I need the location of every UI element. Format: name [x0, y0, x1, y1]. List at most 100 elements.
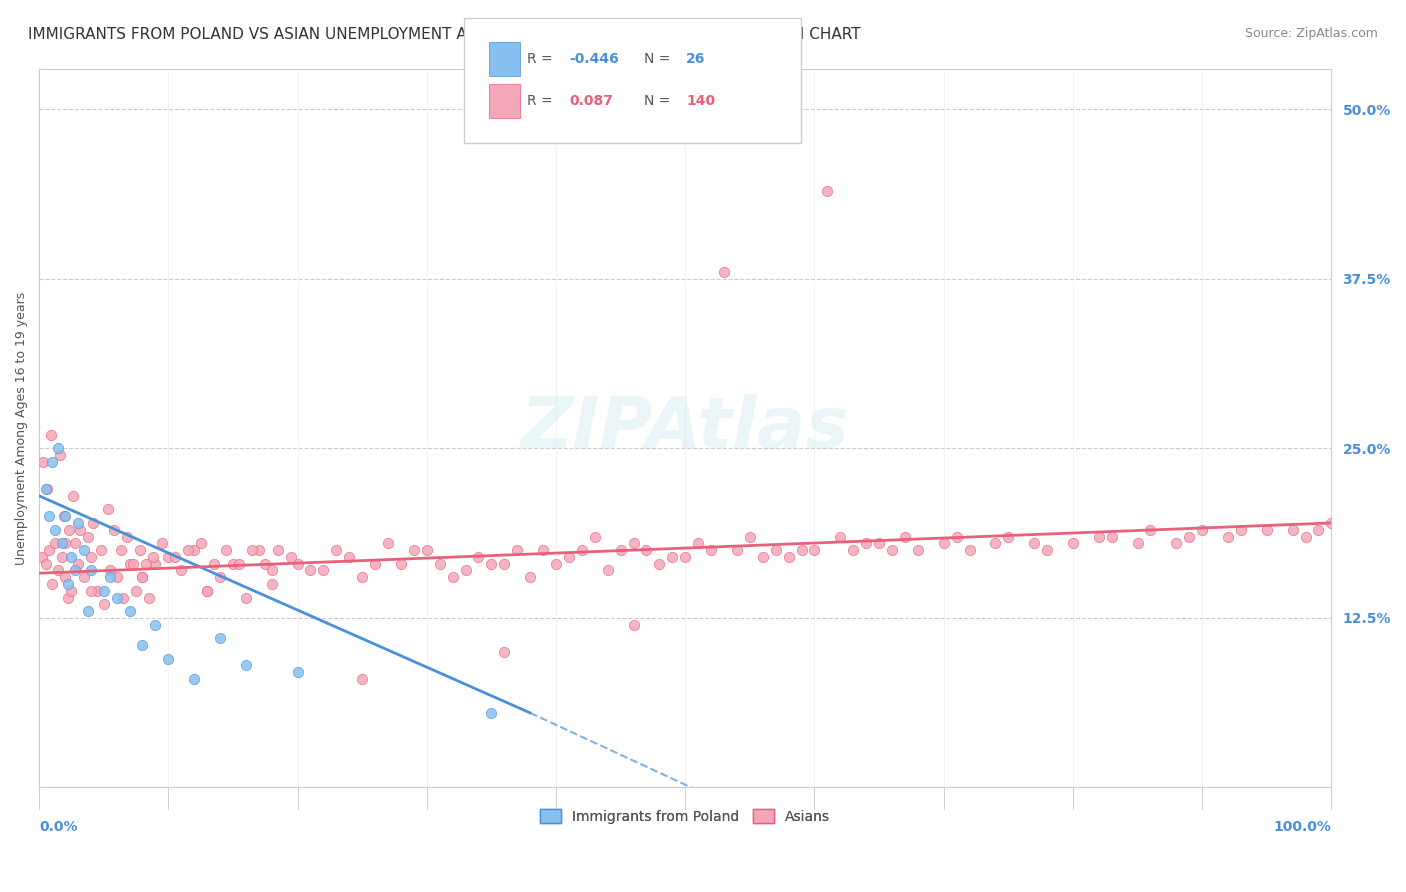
Point: [778, 549, 800, 564]
Point: [235, 658, 257, 673]
Point: [145, 557, 167, 571]
Point: [208, 632, 231, 646]
Point: [544, 557, 567, 571]
Point: [803, 543, 825, 558]
Point: [138, 591, 160, 605]
Text: N =: N =: [644, 94, 675, 108]
Text: -0.446: -0.446: [569, 52, 619, 66]
Point: [93, 583, 115, 598]
Point: [984, 536, 1007, 550]
Point: [34, 482, 56, 496]
Point: [195, 583, 218, 598]
Text: 100.0%: 100.0%: [1274, 820, 1331, 834]
Point: [145, 617, 167, 632]
Point: [337, 549, 360, 564]
Point: [1178, 529, 1201, 543]
Point: [494, 645, 516, 659]
Point: [97, 502, 120, 516]
Point: [1295, 529, 1317, 543]
Point: [260, 577, 283, 591]
Point: [60, 549, 83, 564]
Point: [163, 549, 186, 564]
Point: [481, 706, 503, 720]
Text: 0.087: 0.087: [569, 94, 613, 108]
Point: [894, 529, 917, 543]
Point: [215, 543, 238, 558]
Point: [195, 583, 218, 598]
Point: [247, 543, 270, 558]
Point: [325, 543, 347, 558]
Point: [60, 583, 83, 598]
Point: [932, 536, 955, 550]
Text: N =: N =: [644, 52, 675, 66]
Point: [1320, 516, 1343, 530]
Point: [190, 536, 212, 550]
Point: [129, 543, 152, 558]
Point: [661, 549, 683, 564]
Point: [609, 543, 631, 558]
Point: [1087, 529, 1109, 543]
Point: [202, 557, 225, 571]
Point: [623, 536, 645, 550]
Point: [66, 516, 89, 530]
Point: [122, 557, 145, 571]
Point: [299, 564, 322, 578]
Point: [583, 529, 606, 543]
Point: [997, 529, 1019, 543]
Point: [48, 564, 70, 578]
Point: [157, 549, 180, 564]
Point: [77, 604, 100, 618]
Text: 26: 26: [686, 52, 706, 66]
Text: ZIPAtlas: ZIPAtlas: [522, 393, 849, 463]
Point: [959, 543, 981, 558]
Point: [673, 549, 696, 564]
Point: [700, 543, 723, 558]
Point: [183, 543, 205, 558]
Point: [1062, 536, 1084, 550]
Point: [48, 442, 70, 456]
Point: [725, 543, 748, 558]
Point: [65, 564, 87, 578]
Point: [558, 549, 581, 564]
Point: [1024, 536, 1046, 550]
Point: [467, 549, 489, 564]
Point: [51, 536, 73, 550]
Point: [377, 536, 399, 550]
Point: [790, 543, 813, 558]
Point: [131, 570, 153, 584]
Point: [53, 509, 76, 524]
Point: [240, 543, 263, 558]
Point: [80, 549, 103, 564]
Point: [183, 672, 205, 686]
Point: [287, 665, 309, 680]
Point: [80, 583, 103, 598]
Point: [51, 549, 73, 564]
Point: [623, 617, 645, 632]
Point: [519, 570, 541, 584]
Point: [49, 448, 72, 462]
Point: [118, 557, 141, 571]
Point: [131, 638, 153, 652]
Point: [738, 529, 761, 543]
Point: [280, 549, 302, 564]
Point: [82, 516, 104, 530]
Point: [41, 577, 63, 591]
Point: [688, 536, 710, 550]
Point: [352, 672, 374, 686]
Point: [103, 523, 125, 537]
Point: [765, 543, 787, 558]
Point: [1230, 523, 1253, 537]
Point: [31, 549, 53, 564]
Point: [208, 570, 231, 584]
Point: [267, 543, 290, 558]
Point: [636, 543, 658, 558]
Point: [157, 651, 180, 665]
Point: [235, 591, 257, 605]
Point: [105, 570, 128, 584]
Text: R =: R =: [527, 52, 557, 66]
Point: [312, 564, 335, 578]
Point: [44, 523, 66, 537]
Point: [868, 536, 890, 550]
Point: [53, 536, 76, 550]
Point: [1308, 523, 1330, 537]
